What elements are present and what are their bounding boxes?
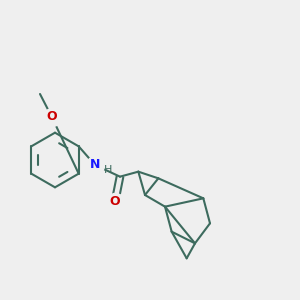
Text: H: H bbox=[104, 165, 112, 175]
Text: N: N bbox=[90, 158, 100, 172]
Text: O: O bbox=[110, 195, 120, 208]
Text: O: O bbox=[46, 110, 57, 123]
